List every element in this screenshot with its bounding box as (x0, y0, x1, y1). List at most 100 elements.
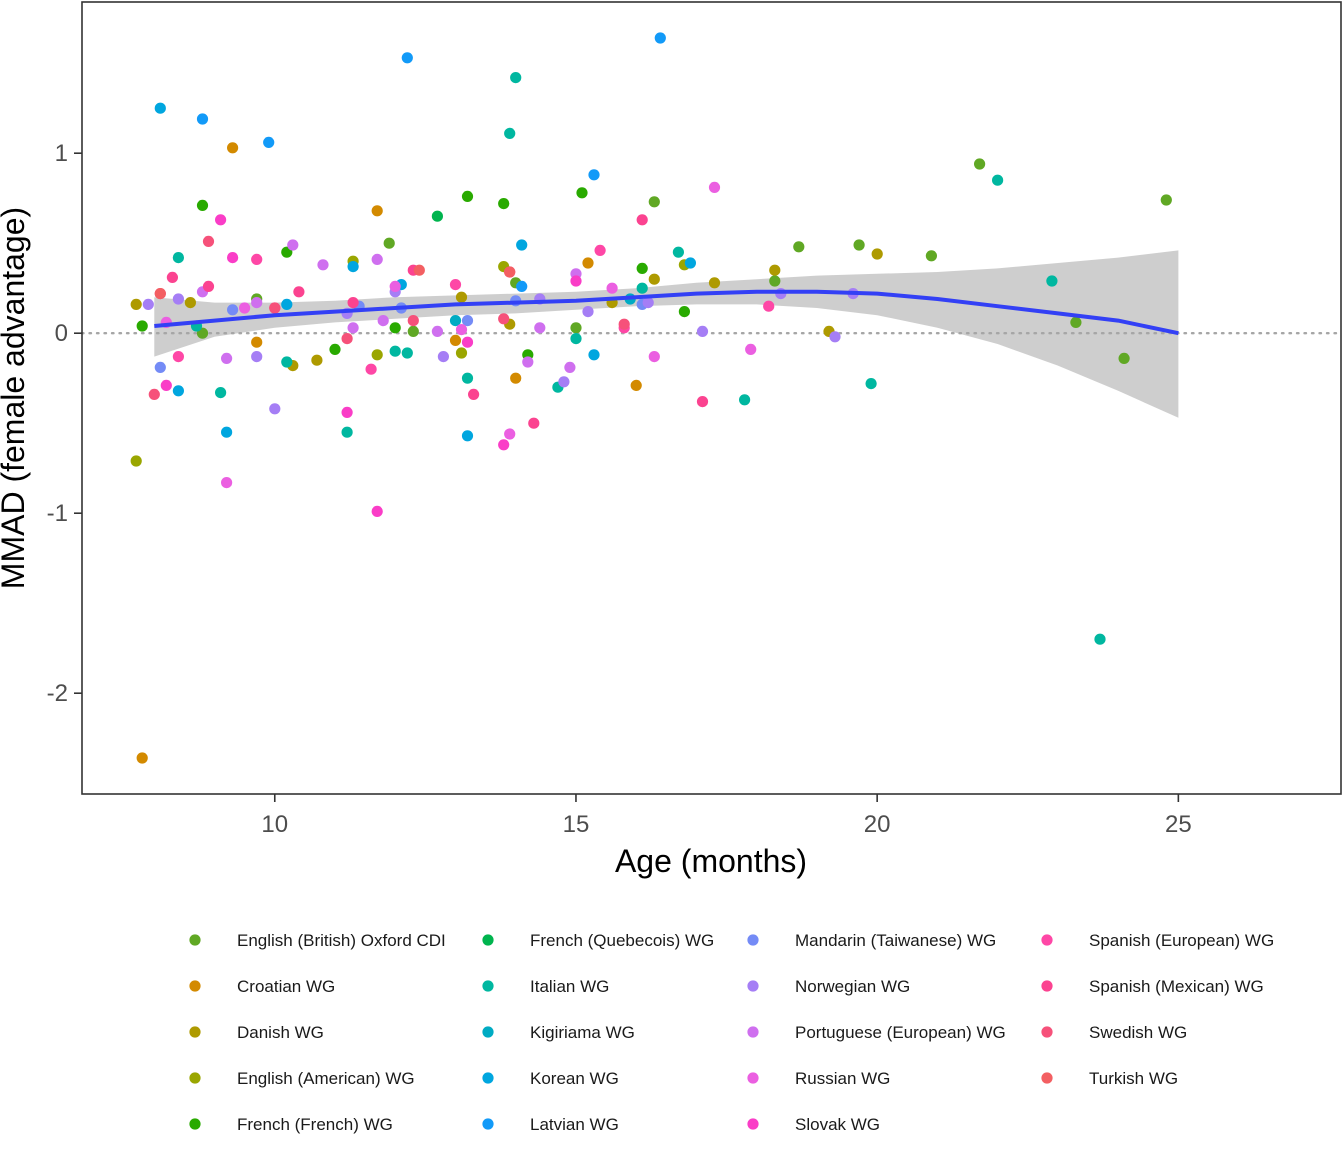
data-point (293, 286, 305, 298)
data-point (142, 298, 154, 310)
data-point (564, 361, 576, 373)
data-point (739, 394, 751, 406)
legend-key (747, 1072, 759, 1084)
legend-label: Norwegian WG (795, 977, 910, 996)
data-point (468, 388, 480, 400)
data-point (678, 306, 691, 318)
data-point (251, 253, 263, 265)
data-point (672, 246, 685, 258)
data-point (871, 248, 883, 260)
trend-line (154, 289, 1179, 336)
data-point (642, 297, 654, 309)
legend-label: Slovak WG (795, 1115, 880, 1134)
data-point (413, 264, 425, 276)
data-point (437, 351, 449, 363)
data-point (648, 196, 660, 208)
data-point (136, 752, 148, 764)
legend-label: Danish WG (237, 1023, 324, 1042)
data-point (696, 396, 709, 408)
legend-label: English (British) Oxford CDI (237, 931, 446, 950)
data-point (215, 387, 227, 399)
data-point (630, 379, 642, 391)
data-point (461, 190, 474, 202)
data-point (311, 354, 323, 366)
data-point (510, 372, 522, 384)
data-point (1118, 352, 1130, 364)
data-point (221, 477, 233, 489)
data-point (648, 351, 660, 363)
data-point (461, 430, 474, 442)
data-point (1094, 633, 1106, 645)
legend-label: English (American) WG (237, 1069, 415, 1088)
data-point (401, 347, 413, 359)
data-point (371, 505, 383, 517)
y-tick-label: -2 (47, 680, 68, 707)
data-point (269, 403, 281, 415)
data-point (504, 266, 516, 278)
legend-label: Spanish (Mexican) WG (1089, 977, 1264, 996)
data-point (570, 322, 582, 334)
legend-label: Mandarin (Taiwanese) WG (795, 931, 996, 950)
data-point (148, 388, 160, 400)
data-point (498, 198, 510, 210)
data-point (1046, 275, 1058, 287)
data-point (389, 322, 401, 334)
legend-key (1041, 980, 1053, 992)
data-point (196, 199, 209, 211)
data-point (455, 324, 468, 336)
data-point (347, 297, 359, 309)
data-point (793, 241, 805, 253)
data-point (172, 293, 184, 305)
data-point (431, 325, 443, 337)
y-tick-label: 0 (55, 320, 68, 347)
data-point (166, 271, 178, 283)
plot-panel-border (81, 1, 1342, 795)
data-point (365, 363, 377, 375)
data-point (136, 320, 148, 332)
data-point (221, 352, 233, 364)
x-tick-label: 10 (261, 811, 288, 838)
data-point (853, 239, 865, 251)
data-point (582, 306, 594, 318)
legend-key (189, 980, 201, 992)
data-point (341, 406, 353, 418)
data-point (648, 273, 660, 285)
x-tick-label: 15 (563, 811, 590, 838)
data-point (215, 214, 227, 226)
data-point (461, 315, 474, 327)
data-point (606, 282, 618, 294)
legend-label: Turkish WG (1089, 1069, 1178, 1088)
legend-label: Latvian WG (530, 1115, 619, 1134)
data-point (522, 356, 534, 368)
data-point (992, 174, 1004, 186)
confidence-band-layer (154, 250, 1179, 418)
x-axis-title: Age (months) (615, 843, 807, 879)
legend-key (189, 1118, 201, 1130)
data-point (160, 379, 172, 391)
legend-key (482, 934, 494, 946)
data-point (654, 32, 666, 44)
data-point (341, 333, 353, 345)
data-point (455, 291, 468, 303)
legend-key (482, 1118, 494, 1130)
data-point (1070, 316, 1082, 328)
data-point (769, 264, 781, 276)
data-point (461, 372, 474, 384)
data-point (498, 313, 510, 325)
y-tick-label: -1 (47, 500, 68, 527)
data-point (251, 351, 263, 363)
data-point (696, 325, 709, 337)
axes-layer: 10 15 20 25 -2 -1 0 1 (47, 140, 1192, 838)
data-point (389, 280, 401, 292)
legend-key (1041, 1026, 1053, 1038)
legend-label: Swedish WG (1089, 1023, 1187, 1042)
data-point (329, 343, 341, 355)
legend-label: Portuguese (European) WG (795, 1023, 1006, 1042)
data-point (347, 261, 359, 273)
legend-label: French (French) WG (237, 1115, 393, 1134)
data-point (130, 298, 142, 310)
data-point (925, 250, 938, 262)
data-point (498, 439, 510, 451)
data-point (281, 356, 293, 368)
data-point (558, 376, 570, 388)
